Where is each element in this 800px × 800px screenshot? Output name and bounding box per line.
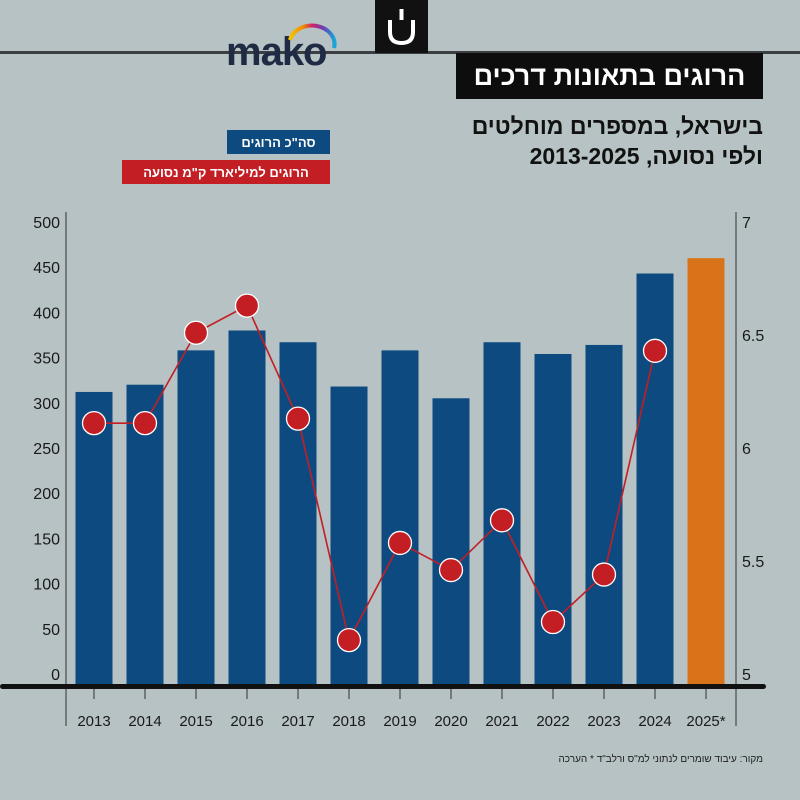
left-tick-label: 350 [33, 351, 60, 368]
left-tick-label: 150 [33, 531, 60, 548]
bar [432, 398, 470, 686]
left-tick-label: 200 [33, 486, 60, 503]
x-tick-label: 2013 [77, 713, 110, 730]
chart-title: הרוגים בתאונות דרכים [456, 53, 763, 99]
bar [279, 342, 317, 686]
left-tick-label: 0 [51, 667, 60, 684]
bar [381, 350, 419, 686]
rate-point [81, 410, 107, 436]
x-tick-label: 2017 [281, 713, 314, 730]
bar [636, 273, 674, 686]
source-footnote: מקור: עיבוד שומרים לנתוני למ"ס ורלב"ד * … [558, 754, 763, 765]
x-tick-label: 2025* [686, 713, 725, 730]
x-tick-label: 2018 [332, 713, 365, 730]
rate-point [132, 410, 158, 436]
rate-point [183, 320, 209, 345]
bar-estimate [687, 258, 725, 686]
channel-logo [375, 0, 428, 53]
bar [177, 350, 215, 686]
x-tick-label: 2016 [230, 713, 263, 730]
rate-point [591, 562, 617, 587]
legend-rate-per-billion-km: הרוגים למיליארד ק"מ נסועה [122, 160, 330, 184]
right-tick-label: 6.5 [742, 328, 764, 345]
x-tick-label: 2021 [485, 713, 518, 730]
baseline [0, 684, 766, 689]
x-tick-label: 2014 [128, 713, 161, 730]
rate-point [387, 530, 413, 556]
left-tick-label: 300 [33, 396, 60, 413]
left-tick-label: 450 [33, 260, 60, 277]
channel-logo-icon [388, 9, 415, 46]
bar [585, 344, 623, 686]
left-tick-label: 50 [42, 622, 60, 639]
rate-point [438, 557, 464, 583]
left-tick-label: 500 [33, 215, 60, 232]
right-tick-label: 5.5 [742, 554, 764, 571]
x-tick-label: 2024 [638, 713, 671, 730]
rate-point [336, 627, 362, 653]
bar [228, 330, 266, 686]
left-tick-label: 100 [33, 577, 60, 594]
rate-point [642, 338, 668, 363]
brand-swirl-icon [288, 23, 337, 49]
chart-subtitle: בישראל, במספרים מוחלטים ולפי נסועה, 2013… [433, 111, 763, 171]
rate-point [489, 508, 515, 533]
rate-point [234, 293, 260, 318]
right-tick-label: 7 [742, 215, 751, 232]
rate-point [540, 609, 566, 635]
x-tick-label: 2022 [536, 713, 569, 730]
legend-total-deaths: סה"כ הרוגים [227, 130, 330, 154]
x-tick-label: 2019 [383, 713, 416, 730]
left-tick-label: 250 [33, 441, 60, 458]
x-tick-label: 2015 [179, 713, 212, 730]
x-tick-label: 2020 [434, 713, 467, 730]
left-tick-label: 400 [33, 305, 60, 322]
right-tick-label: 6 [742, 441, 751, 458]
rate-point [285, 406, 311, 431]
bar [75, 391, 113, 686]
x-tick-label: 2023 [587, 713, 620, 730]
subtitle-line-1: בישראל, במספרים מוחלטים [471, 113, 763, 139]
brand-logo: mako [226, 30, 327, 74]
subtitle-line-2: ולפי נסועה, 2013-2025 [529, 143, 763, 169]
right-tick-label: 5 [742, 667, 751, 684]
bar [534, 353, 572, 686]
